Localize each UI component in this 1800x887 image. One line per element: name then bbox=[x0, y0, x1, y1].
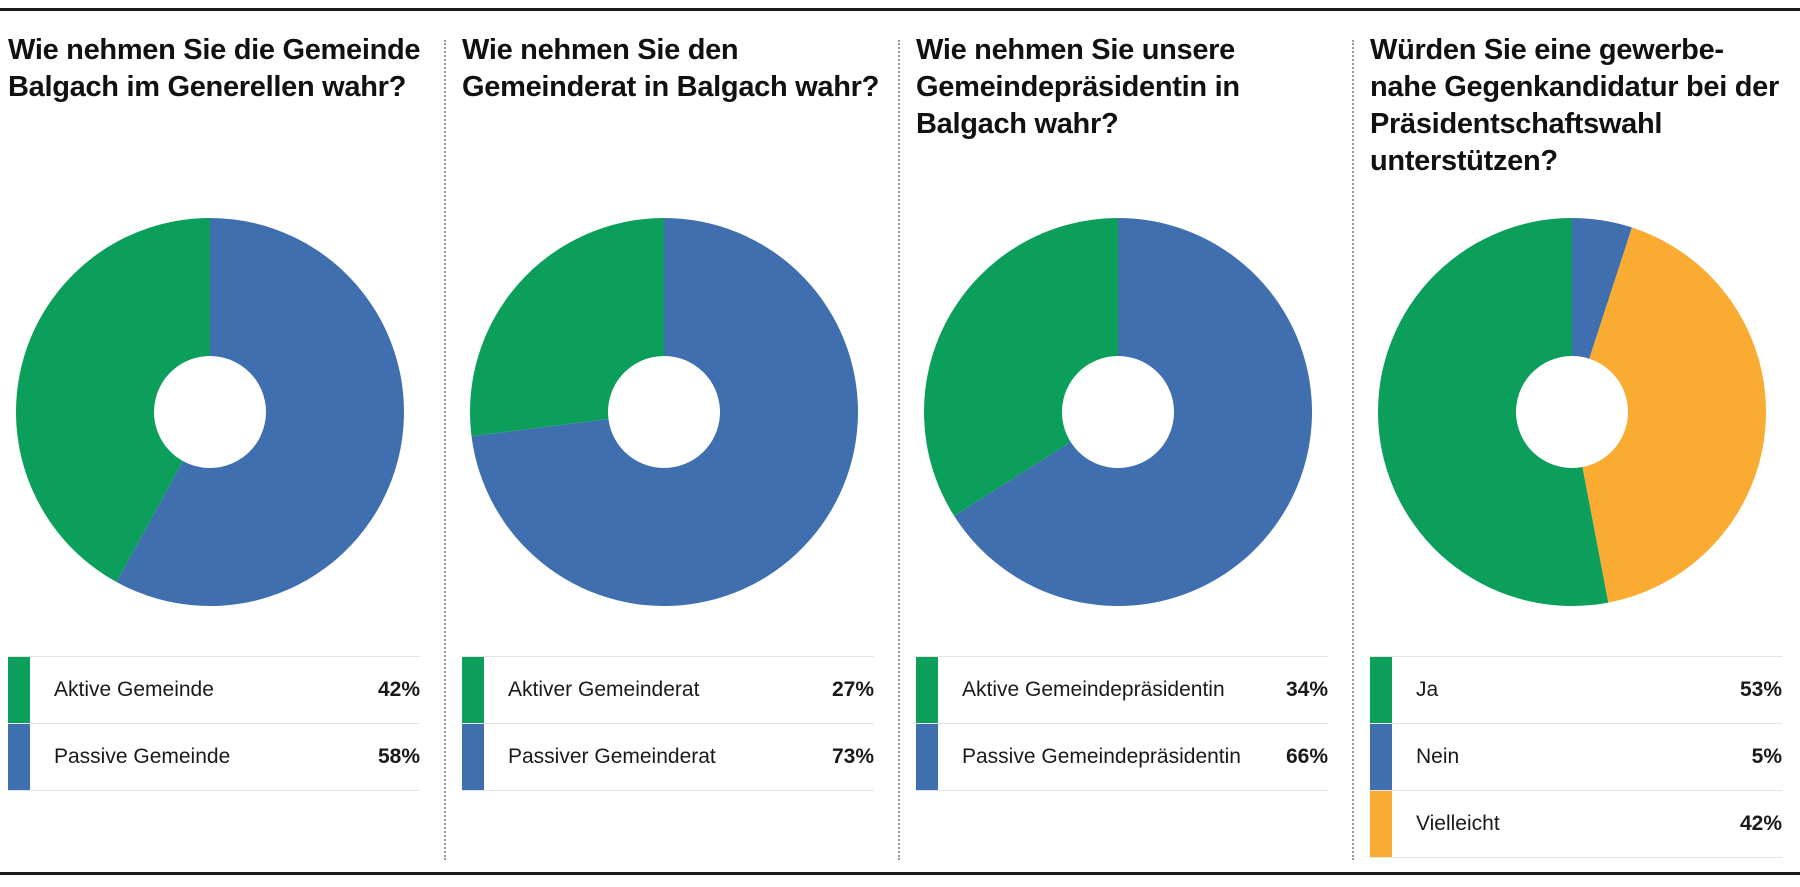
donut-chart bbox=[470, 218, 858, 606]
legend-swatch bbox=[916, 724, 938, 790]
donut-slice-passiver-gemeinderat bbox=[471, 218, 858, 606]
legend-label: Aktive Gemeindepräsidentin bbox=[962, 678, 1225, 701]
chart-panel-2: Wie nehmen Sie den Gemeinderat in Balgac… bbox=[454, 32, 882, 872]
chart-panel-1: Wie nehmen Sie die Gemeinde Balgach im G… bbox=[0, 32, 428, 872]
legend-label: Passiver Gemeinderat bbox=[508, 745, 716, 768]
legend-swatch bbox=[1370, 791, 1392, 857]
donut-chart bbox=[924, 218, 1312, 607]
legend-swatch bbox=[8, 657, 30, 723]
legend-value: 34% bbox=[1285, 678, 1328, 701]
chart-legend: Aktive Gemeinde 42% Passive Gemeinde 58% bbox=[8, 656, 420, 791]
panel-divider bbox=[444, 40, 446, 860]
legend-label: Aktiver Gemeinderat bbox=[508, 678, 700, 701]
chart-legend: Aktive Gemeindepräsidentin 34% Passive G… bbox=[916, 656, 1328, 791]
legend-item: Nein 5% bbox=[1370, 723, 1782, 790]
chart-legend: Aktiver Gemeinderat 27% Passiver Gemeind… bbox=[462, 656, 874, 791]
legend-value: 73% bbox=[831, 745, 874, 768]
legend-label: Vielleicht bbox=[1416, 812, 1500, 835]
chart-title: Wie nehmen Sie die Gemeinde Balgach im G… bbox=[8, 34, 421, 103]
panel-divider bbox=[898, 40, 900, 860]
donut-slice-ja bbox=[1377, 218, 1609, 606]
legend-item: Passive Gemeindepräsidentin 66% bbox=[916, 723, 1328, 791]
legend-label: Passive Gemeinde bbox=[54, 745, 231, 768]
donut-slice-aktive-gemeindepräsidentin bbox=[924, 218, 1118, 516]
legend-label: Aktive Gemeinde bbox=[54, 678, 214, 701]
legend-swatch bbox=[462, 724, 484, 790]
legend-swatch bbox=[916, 657, 938, 723]
donut-slice-aktive-gemeinde bbox=[16, 217, 211, 583]
legend-value: 42% bbox=[377, 678, 420, 701]
chart-panel-3: Wie nehmen Sie unsere Gemeindepräsidenti… bbox=[908, 32, 1336, 872]
legend-label: Ja bbox=[1416, 678, 1439, 701]
donut-chart bbox=[16, 217, 404, 606]
top-rule bbox=[0, 8, 1800, 11]
legend-label: Nein bbox=[1416, 745, 1460, 768]
donut-chart bbox=[1377, 218, 1766, 606]
legend-item: Vielleicht 42% bbox=[1370, 790, 1782, 858]
donut-slice-vielleicht bbox=[1582, 227, 1766, 603]
bottom-rule bbox=[0, 872, 1800, 875]
legend-value: 66% bbox=[1285, 745, 1328, 768]
legend-item: Aktive Gemeinde 42% bbox=[8, 656, 420, 723]
legend-item: Aktiver Gemeinderat 27% bbox=[462, 656, 874, 723]
legend-value: 58% bbox=[377, 745, 420, 768]
legend-swatch bbox=[1370, 657, 1392, 723]
panel-divider bbox=[1352, 40, 1354, 860]
chart-title: Wie nehmen Sie unsere Gemeindepräsidenti… bbox=[916, 34, 1240, 140]
legend-item: Ja 53% bbox=[1370, 656, 1782, 723]
legend-item: Aktive Gemeindepräsidentin 34% bbox=[916, 656, 1328, 723]
legend-item: Passive Gemeinde 58% bbox=[8, 723, 420, 791]
chart-title: Wie nehmen Sie den Gemeinderat in Balgac… bbox=[462, 34, 880, 103]
donut-slice-passive-gemeindepräsidentin bbox=[954, 218, 1312, 607]
legend-value: 42% bbox=[1739, 812, 1782, 835]
legend-value: 5% bbox=[1751, 745, 1782, 768]
donut-slice-aktiver-gemeinderat bbox=[470, 218, 664, 437]
legend-value: 53% bbox=[1739, 678, 1782, 701]
donut-slice-nein bbox=[1572, 218, 1632, 359]
chart-legend: Ja 53% Nein 5% Vielleicht 42% bbox=[1370, 656, 1782, 858]
legend-swatch bbox=[1370, 724, 1392, 790]
legend-label: Passive Gemeindepräsidentin bbox=[962, 745, 1241, 768]
legend-swatch bbox=[462, 657, 484, 723]
legend-swatch bbox=[8, 724, 30, 790]
legend-value: 27% bbox=[831, 678, 874, 701]
legend-item: Passiver Gemeinderat 73% bbox=[462, 723, 874, 791]
chart-title: Würden Sie eine gewerbe- nahe Gegenkandi… bbox=[1370, 34, 1779, 177]
donut-slice-passive-gemeinde bbox=[116, 218, 404, 606]
chart-panel-4: Würden Sie eine gewerbe- nahe Gegenkandi… bbox=[1362, 32, 1790, 872]
